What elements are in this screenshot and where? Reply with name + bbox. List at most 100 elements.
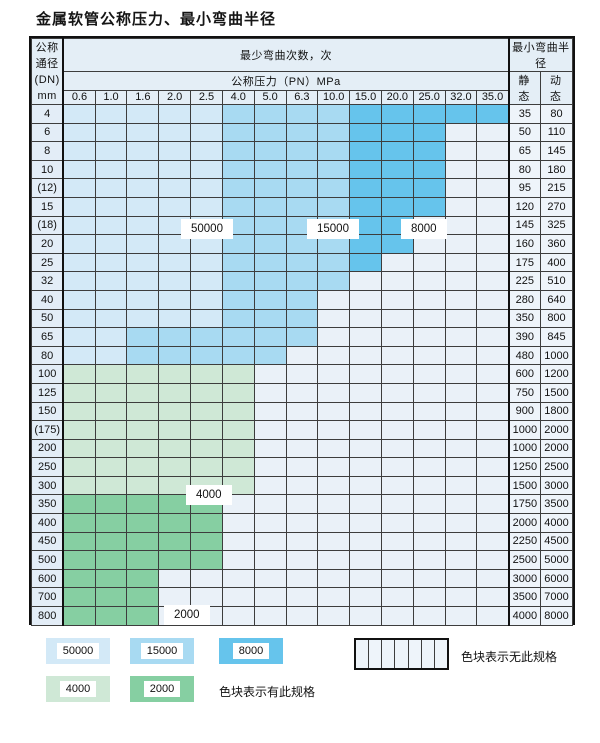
cell-available-6.3 [285, 289, 319, 310]
page-title: 金属软管公称压力、最小弯曲半径 [36, 10, 277, 28]
cell-available-15.0 [349, 104, 382, 124]
cell-empty-10.0 [317, 401, 351, 422]
cell-available-0.6 [62, 327, 96, 347]
cell-available-2.0 [158, 327, 192, 347]
table-row: 450 2250 4500 [31, 531, 573, 552]
cell-empty-6.3 [285, 438, 319, 459]
header-radius-static: 静 态 [507, 71, 541, 105]
cell-empty-32.0 [444, 531, 478, 552]
cell-empty-5.0 [253, 568, 287, 589]
cell-available-1.6 [126, 104, 160, 124]
cell-empty-25.0 [412, 550, 446, 570]
cell-empty-20.0 [380, 513, 414, 533]
cell-empty-5.0 [253, 587, 287, 608]
cell-radius-static: 600 [507, 364, 541, 384]
cell-empty-32.0 [444, 196, 478, 217]
cell-empty-2.5 [190, 568, 223, 589]
table-row: 200 1000 2000 [31, 438, 573, 459]
cell-empty-32.0 [444, 475, 478, 496]
value-chip-50000: 50000 [181, 219, 233, 239]
header-pressure-15.0: 15.0 [349, 89, 382, 106]
cell-radius-dynamic: 5000 [540, 550, 573, 570]
cell-available-1.6 [126, 196, 160, 217]
cell-available-1.0 [94, 568, 128, 589]
cell-available-0.6 [62, 494, 96, 515]
legend: 50000 15000 8000 4000 2000 色块表示有此规格 色块表示无此规格 [29, 634, 575, 734]
cell-radius-dynamic: 4000 [540, 513, 573, 533]
cell-empty-10.0 [317, 475, 351, 496]
cell-available-5.0 [253, 196, 287, 217]
legend-grid-col [356, 640, 370, 668]
cell-radius-dynamic: 1500 [540, 382, 573, 403]
cell-empty-4.0 [221, 550, 255, 570]
cell-empty-6.3 [285, 364, 319, 384]
cell-available-2.0 [158, 438, 192, 459]
cell-available-4.0 [221, 104, 255, 124]
cell-available-2.0 [158, 382, 192, 403]
legend-swatch-8000: 8000 [219, 638, 283, 664]
cell-empty-15.0 [349, 289, 382, 310]
cell-empty-15.0 [349, 382, 382, 403]
cell-empty-15.0 [349, 475, 382, 496]
cell-available-4.0 [221, 141, 255, 161]
cell-available-2.5 [190, 438, 223, 459]
cell-available-1.0 [94, 606, 128, 626]
cell-available-15.0 [349, 196, 382, 217]
header-row-top: 公称 通径 (DN) mm 最少弯曲次数，次 最小弯曲半径 [31, 38, 573, 105]
spec-table-container: 公称 通径 (DN) mm 最少弯曲次数，次 最小弯曲半径 公称压力（PN）MPa 静… [29, 36, 575, 626]
cell-empty-10.0 [317, 587, 351, 608]
cell-available-2.0 [158, 420, 192, 440]
cell-empty-32.0 [444, 382, 478, 403]
cell-empty-10.0 [317, 494, 351, 515]
cell-empty-35.0 [476, 196, 510, 217]
cell-available-2.5 [190, 364, 223, 384]
table-row: (12) 95 215 [31, 178, 573, 198]
cell-empty-10.0 [317, 308, 351, 329]
cell-available-1.0 [94, 587, 128, 608]
cell-empty-25.0 [412, 327, 446, 347]
legend-grid-col [422, 640, 435, 668]
cell-radius-static: 900 [507, 401, 541, 422]
cell-empty-4.0 [221, 606, 255, 626]
cell-empty-4.0 [221, 568, 255, 589]
cell-empty-35.0 [476, 438, 510, 459]
cell-radius-dynamic: 400 [540, 252, 573, 273]
cell-radius-dynamic: 3000 [540, 475, 573, 496]
table-row: (175) 1000 2000 [31, 420, 573, 440]
cell-available-4.0 [221, 252, 255, 273]
cell-nominal-diameter: 250 [31, 457, 64, 477]
cell-radius-static: 280 [507, 289, 541, 310]
header-min-bend-radius: 最小弯曲半径 [507, 38, 573, 72]
cell-radius-dynamic: 8000 [540, 606, 573, 626]
cell-empty-35.0 [476, 141, 510, 161]
cell-empty-6.3 [285, 382, 319, 403]
cell-radius-dynamic: 215 [540, 178, 573, 198]
cell-radius-static: 350 [507, 308, 541, 329]
cell-nominal-diameter: (18) [31, 215, 64, 236]
cell-empty-25.0 [412, 531, 446, 552]
cell-empty-6.3 [285, 494, 319, 515]
cell-available-6.3 [285, 327, 319, 347]
cell-nominal-diameter: 400 [31, 513, 64, 533]
cell-available-4.0 [221, 438, 255, 459]
cell-empty-20.0 [380, 345, 414, 366]
cell-available-2.0 [158, 364, 192, 384]
cell-empty-35.0 [476, 308, 510, 329]
cell-empty-20.0 [380, 271, 414, 291]
cell-radius-static: 390 [507, 327, 541, 347]
cell-available-2.0 [158, 196, 192, 217]
cell-empty-25.0 [412, 513, 446, 533]
cell-available-5.0 [253, 252, 287, 273]
cell-empty-15.0 [349, 327, 382, 347]
cell-available-10.0 [317, 141, 351, 161]
cell-nominal-diameter: 50 [31, 308, 64, 329]
value-chip-15000: 15000 [307, 219, 359, 239]
cell-empty-5.0 [253, 364, 287, 384]
cell-available-1.6 [126, 494, 160, 515]
cell-available-1.0 [94, 159, 128, 180]
table-row: 25 175 400 [31, 252, 573, 273]
cell-available-5.0 [253, 289, 287, 310]
cell-radius-dynamic: 110 [540, 122, 573, 143]
cell-empty-32.0 [444, 327, 478, 347]
cell-empty-15.0 [349, 271, 382, 291]
